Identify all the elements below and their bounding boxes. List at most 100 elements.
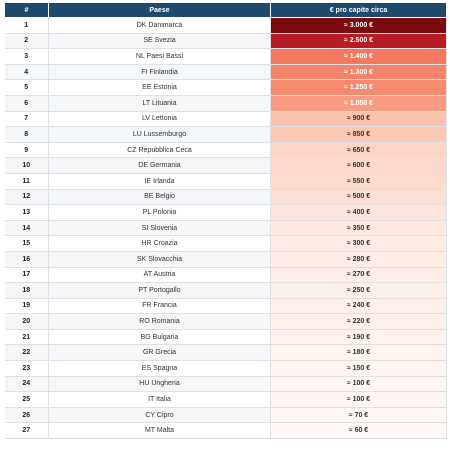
value-cell: ≈ 150 € (270, 360, 447, 377)
rank-cell: 27 (4, 422, 49, 440)
value-cell: ≈ 1.400 € (270, 48, 447, 65)
ranking-table: # Paese € pro capite circa 1 DK Danimarca… (4, 2, 447, 440)
table-row: 13 PL Polonia ≈ 400 € (4, 204, 447, 221)
header-row: # Paese € pro capite circa (4, 2, 447, 18)
table-row: 8 LU Lussemburgo ≈ 850 € (4, 126, 447, 143)
country-cell: CY Cipro (48, 407, 271, 424)
country-cell: SK Slovacchia (48, 251, 271, 268)
value-cell: ≈ 400 € (270, 204, 447, 221)
table-row: 14 SI Slovenia ≈ 350 € (4, 220, 447, 237)
rank-cell: 19 (4, 298, 49, 315)
table-row: 2 SE Svezia ≈ 2.500 € (4, 33, 447, 50)
table-row: 26 CY Cipro ≈ 70 € (4, 407, 447, 424)
table-row: 24 HU Ungheria ≈ 100 € (4, 376, 447, 393)
rank-cell: 16 (4, 251, 49, 268)
rank-cell: 26 (4, 407, 49, 424)
country-cell: ES Spagna (48, 360, 271, 377)
country-cell: AT Austria (48, 267, 271, 284)
table-row: 17 AT Austria ≈ 270 € (4, 267, 447, 284)
value-cell: ≈ 220 € (270, 313, 447, 330)
country-cell: BG Bulgaria (48, 329, 271, 346)
country-cell: NL Paesi Bassi (48, 48, 271, 65)
rank-cell: 3 (4, 48, 49, 65)
value-cell: ≈ 500 € (270, 189, 447, 206)
rank-cell: 15 (4, 235, 49, 252)
rank-cell: 1 (4, 17, 49, 34)
value-cell: ≈ 3.000 € (270, 17, 447, 34)
rank-cell: 12 (4, 189, 49, 206)
country-cell: SE Svezia (48, 33, 271, 50)
value-cell: ≈ 280 € (270, 251, 447, 268)
country-cell: SI Slovenia (48, 220, 271, 237)
value-cell: ≈ 600 € (270, 157, 447, 174)
rank-cell: 2 (4, 33, 49, 50)
value-cell: ≈ 1.250 € (270, 79, 447, 96)
table-row: 10 DE Germania ≈ 600 € (4, 157, 447, 174)
value-cell: ≈ 250 € (270, 282, 447, 299)
header-cell: Paese (48, 2, 271, 18)
value-cell: ≈ 70 € (270, 407, 447, 424)
table-row: 27 MT Malta ≈ 60 € (4, 422, 447, 440)
rank-cell: 4 (4, 64, 49, 81)
table-row: 21 BG Bulgaria ≈ 190 € (4, 329, 447, 346)
country-cell: IT Italia (48, 391, 271, 408)
country-cell: MT Malta (48, 422, 271, 440)
table-row: 6 LT Lituania ≈ 1.050 € (4, 95, 447, 112)
table-row: 15 HR Croazia ≈ 300 € (4, 235, 447, 252)
value-cell: ≈ 180 € (270, 344, 447, 362)
country-cell: IE Irlanda (48, 173, 271, 190)
country-cell: EE Estonia (48, 79, 271, 96)
value-cell: ≈ 550 € (270, 173, 447, 190)
rank-cell: 8 (4, 126, 49, 143)
table-row: 22 GR Grecia ≈ 180 € (4, 344, 447, 362)
rank-cell: 9 (4, 142, 49, 159)
rank-cell: 24 (4, 376, 49, 393)
country-cell: DK Danimarca (48, 17, 271, 34)
rank-cell: 23 (4, 360, 49, 377)
country-cell: BE Belgio (48, 189, 271, 206)
rank-cell: 25 (4, 391, 49, 408)
table-row: 23 ES Spagna ≈ 150 € (4, 360, 447, 377)
value-cell: ≈ 350 € (270, 220, 447, 237)
table-row: 5 EE Estonia ≈ 1.250 € (4, 79, 447, 96)
table-row: 9 CZ Repubblica Ceca ≈ 650 € (4, 142, 447, 159)
country-cell: LV Lettonia (48, 111, 271, 128)
table-row: 20 RO Romania ≈ 220 € (4, 313, 447, 330)
rank-cell: 13 (4, 204, 49, 221)
value-cell: ≈ 1.050 € (270, 95, 447, 112)
country-cell: RO Romania (48, 313, 271, 330)
rank-cell: 20 (4, 313, 49, 330)
table-body: 1 DK Danimarca ≈ 3.000 €2 SE Svezia ≈ 2.500 … (4, 17, 447, 440)
country-cell: PT Portogallo (48, 282, 271, 299)
value-cell: ≈ 650 € (270, 142, 447, 159)
value-cell: ≈ 270 € (270, 267, 447, 284)
country-cell: FI Finlandia (48, 64, 271, 81)
rank-cell: 10 (4, 157, 49, 174)
country-cell: HR Croazia (48, 235, 271, 252)
rank-cell: 11 (4, 173, 49, 190)
value-cell: ≈ 900 € (270, 111, 447, 128)
value-cell: ≈ 2.500 € (270, 33, 447, 50)
table-row: 11 IE Irlanda ≈ 550 € (4, 173, 447, 190)
country-cell: LU Lussemburgo (48, 126, 271, 143)
rank-cell: 22 (4, 344, 49, 362)
table-row: 7 LV Lettonia ≈ 900 € (4, 111, 447, 128)
value-cell: ≈ 60 € (270, 422, 447, 440)
header-cell: € pro capite circa (270, 2, 447, 18)
rank-cell: 7 (4, 111, 49, 128)
table-container: # Paese € pro capite circa 1 DK Danimarca… (4, 2, 447, 440)
country-cell: PL Polonia (48, 204, 271, 221)
table-row: 18 PT Portogallo ≈ 250 € (4, 282, 447, 299)
rank-cell: 5 (4, 79, 49, 96)
country-cell: GR Grecia (48, 344, 271, 362)
table-row: 19 FR Francia ≈ 240 € (4, 298, 447, 315)
value-cell: ≈ 100 € (270, 391, 447, 408)
value-cell: ≈ 300 € (270, 235, 447, 252)
country-cell: DE Germania (48, 157, 271, 174)
value-cell: ≈ 1.300 € (270, 64, 447, 81)
value-cell: ≈ 100 € (270, 376, 447, 393)
value-cell: ≈ 850 € (270, 126, 447, 143)
table-row: 4 FI Finlandia ≈ 1.300 € (4, 64, 447, 81)
country-cell: HU Ungheria (48, 376, 271, 393)
